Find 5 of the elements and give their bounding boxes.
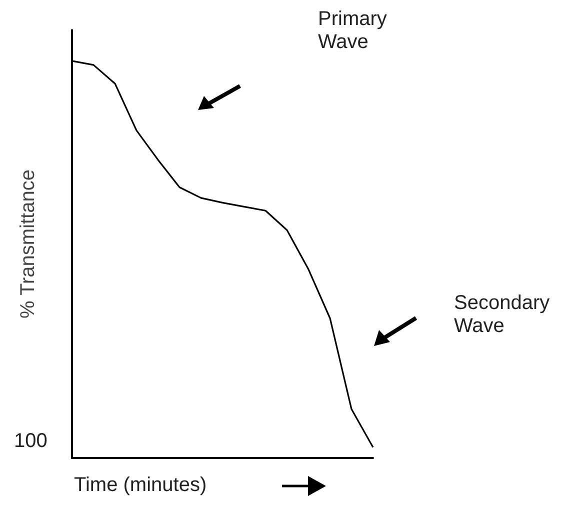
text: Secondary Wave [454,292,551,338]
y-axis-title: % Transmittance [17,170,39,318]
text: 100 [14,430,48,453]
text: Primary Wave [318,8,388,54]
x-axis-title: Time (minutes) [74,474,207,497]
